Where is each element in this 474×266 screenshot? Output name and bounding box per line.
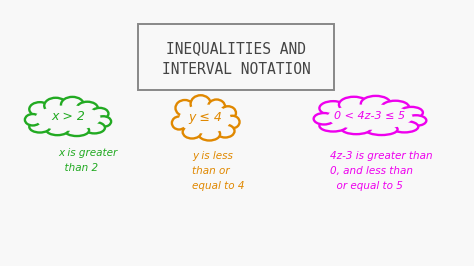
Ellipse shape (199, 127, 220, 140)
Text: 0 < 4z-3 ≤ 5: 0 < 4z-3 ≤ 5 (335, 111, 406, 121)
Text: y is less
than or
equal to 4: y is less than or equal to 4 (192, 151, 245, 191)
Ellipse shape (406, 115, 426, 126)
Ellipse shape (172, 117, 186, 130)
Text: INTERVAL NOTATION: INTERVAL NOTATION (162, 62, 310, 77)
Ellipse shape (225, 116, 239, 128)
Text: y ≤ 4: y ≤ 4 (188, 111, 222, 124)
Ellipse shape (179, 105, 231, 134)
Ellipse shape (391, 121, 418, 132)
Ellipse shape (314, 113, 334, 124)
Ellipse shape (319, 101, 347, 115)
Ellipse shape (341, 123, 371, 134)
Ellipse shape (91, 108, 109, 119)
Ellipse shape (175, 100, 194, 116)
Ellipse shape (400, 107, 423, 118)
Ellipse shape (95, 116, 111, 127)
Ellipse shape (182, 126, 201, 139)
Ellipse shape (44, 98, 67, 114)
Ellipse shape (64, 124, 89, 136)
Ellipse shape (46, 124, 69, 135)
Ellipse shape (29, 121, 50, 132)
Ellipse shape (208, 99, 225, 114)
Ellipse shape (29, 102, 50, 116)
Text: 4z-3 is greater than
0, and less than
  or equal to 5: 4z-3 is greater than 0, and less than or… (330, 151, 433, 191)
Ellipse shape (323, 103, 417, 131)
Ellipse shape (328, 104, 412, 130)
Ellipse shape (365, 124, 398, 135)
Ellipse shape (77, 102, 98, 115)
Text: x > 2: x > 2 (51, 110, 85, 123)
Ellipse shape (319, 120, 347, 131)
Ellipse shape (84, 122, 105, 134)
Ellipse shape (61, 97, 84, 113)
Ellipse shape (361, 96, 391, 112)
Ellipse shape (382, 101, 409, 114)
Text: INEQUALITIES AND: INEQUALITIES AND (166, 41, 306, 56)
Ellipse shape (220, 106, 236, 120)
Text: x is greater
  than 2: x is greater than 2 (58, 148, 117, 173)
Ellipse shape (32, 104, 104, 132)
Ellipse shape (339, 97, 369, 113)
Ellipse shape (36, 105, 100, 131)
FancyBboxPatch shape (138, 24, 334, 90)
Ellipse shape (25, 114, 41, 126)
Ellipse shape (191, 95, 211, 113)
Ellipse shape (216, 124, 235, 138)
Ellipse shape (176, 103, 234, 135)
